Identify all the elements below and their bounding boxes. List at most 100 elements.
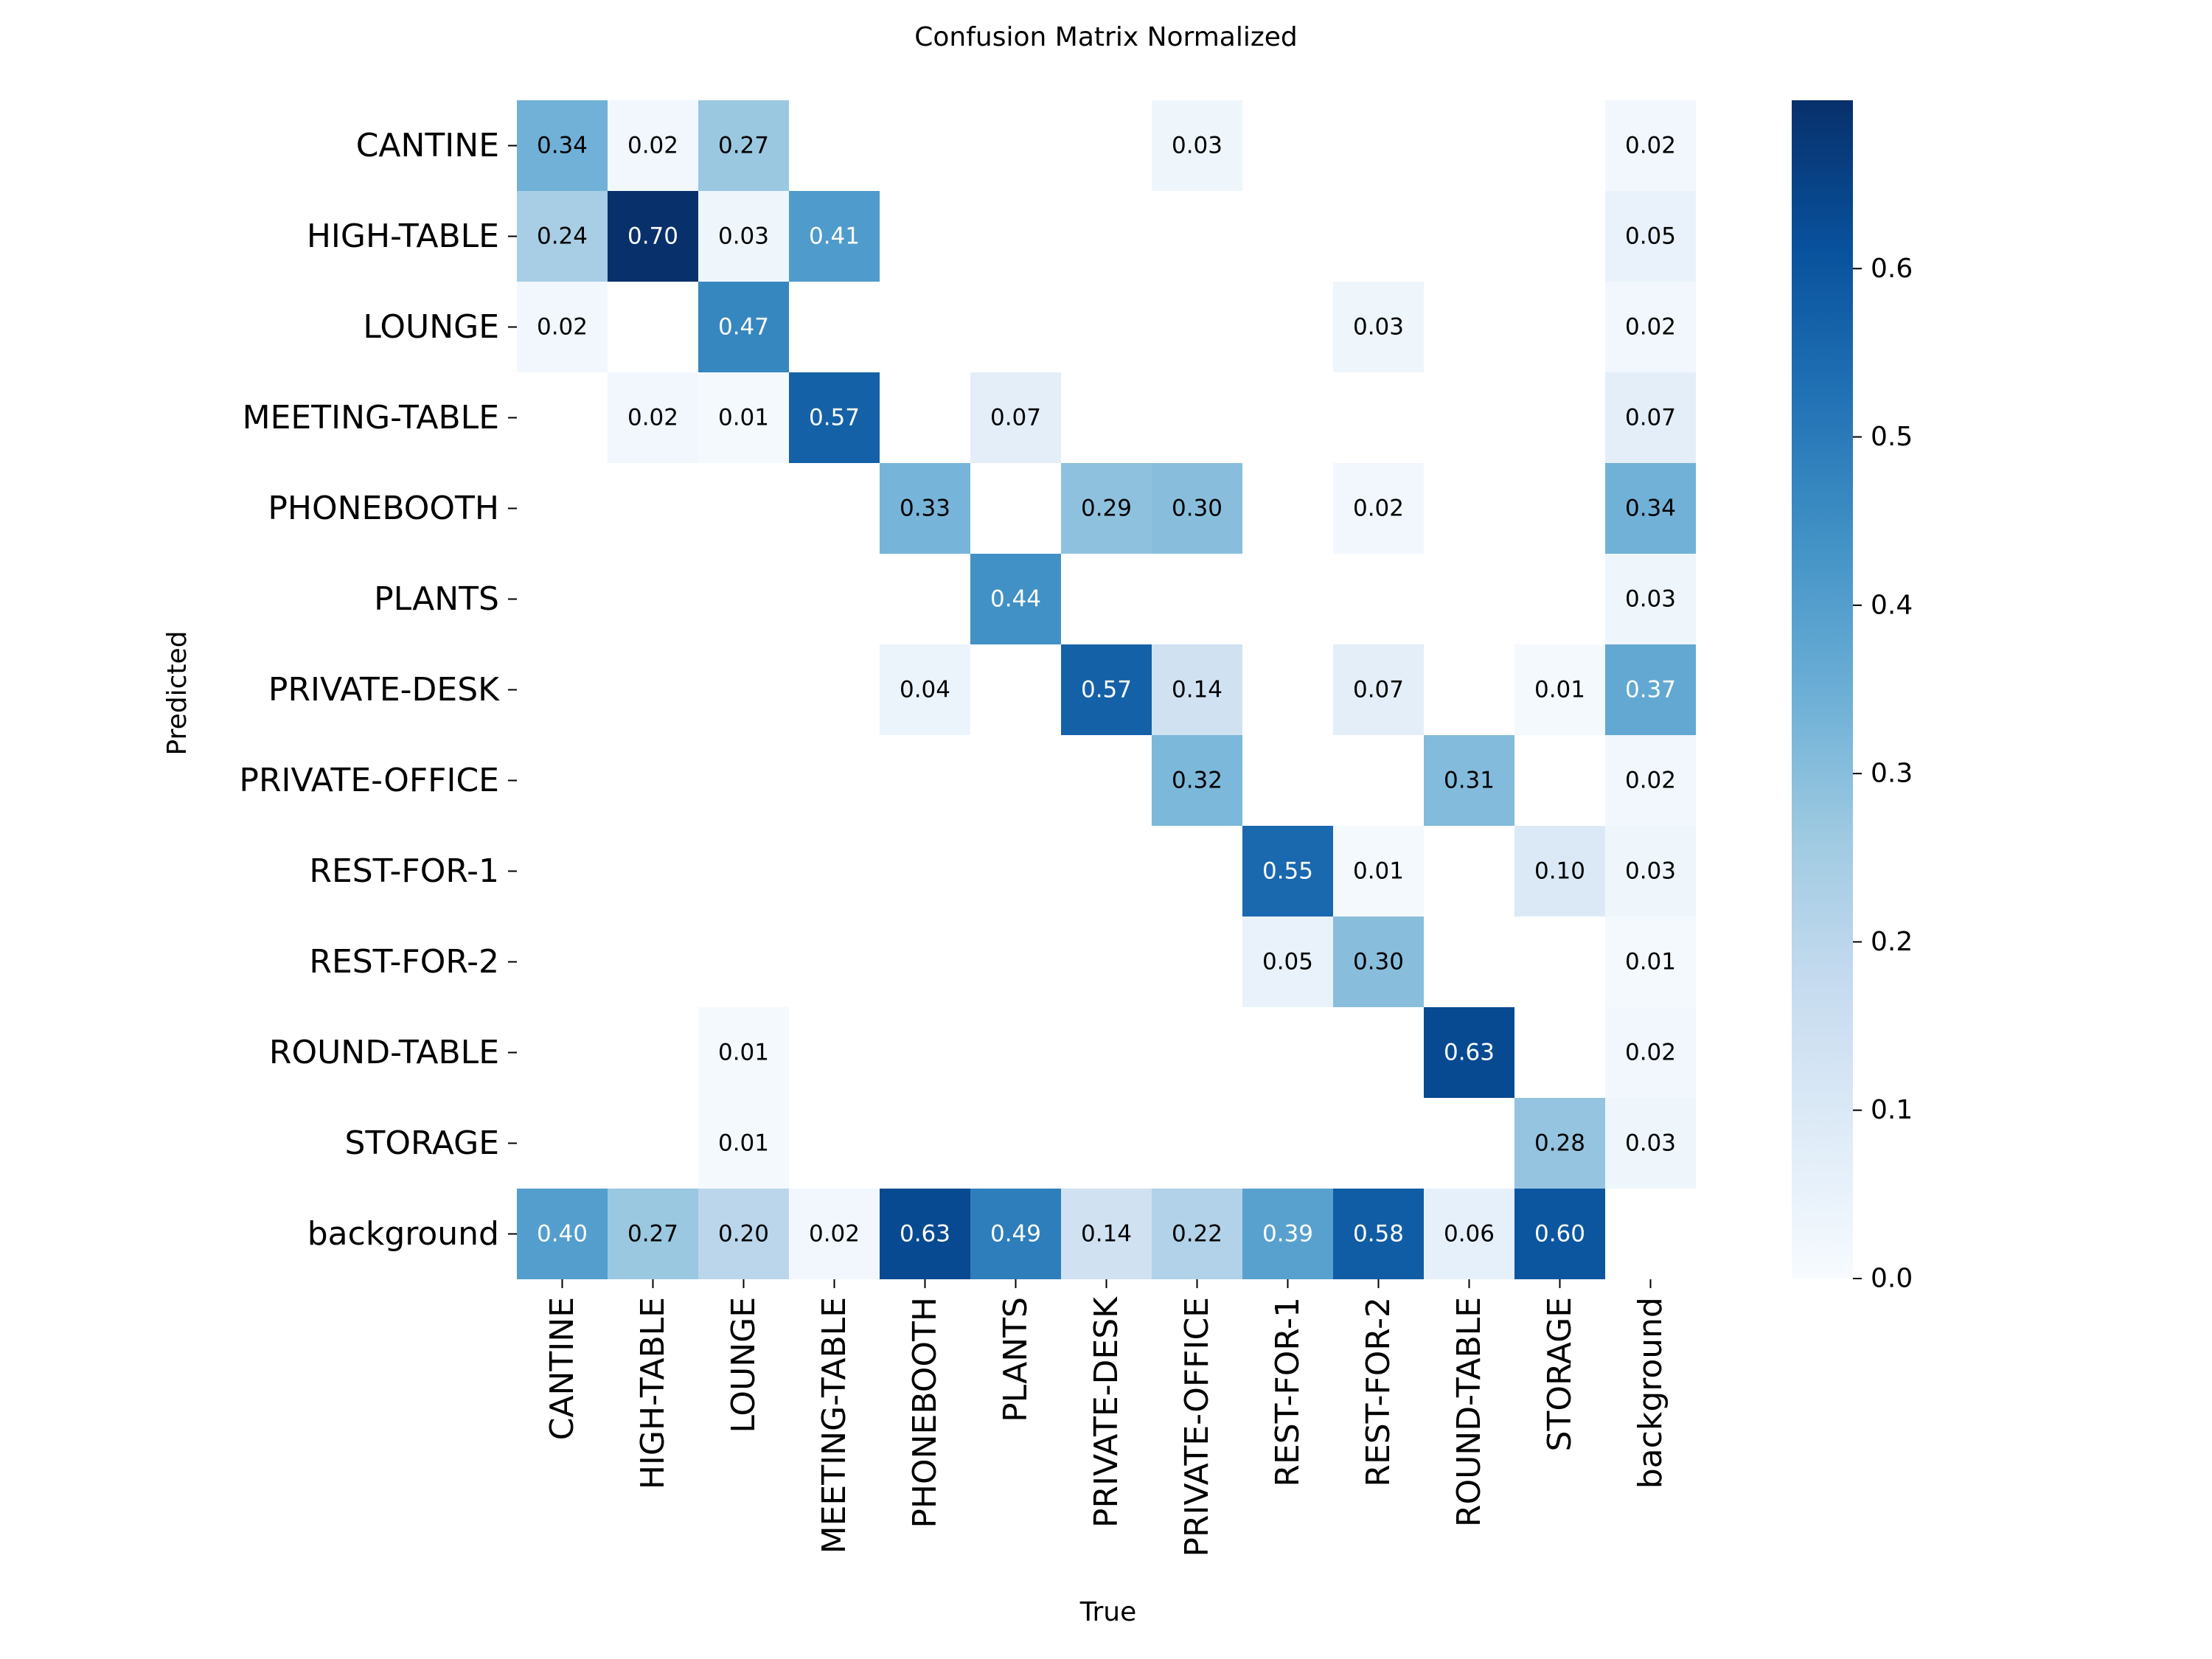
cell-value-label: 0.34 xyxy=(537,133,588,159)
row-tick-label: REST-FOR-1 xyxy=(309,852,499,890)
heatmap-cell xyxy=(1242,1189,1333,1279)
column-tick-label: PLANTS xyxy=(997,1297,1034,1422)
cell-value-label: 0.01 xyxy=(718,405,769,431)
cell-value-label: 0.02 xyxy=(1625,768,1676,794)
cell-value-label: 0.03 xyxy=(1172,133,1222,159)
row-tick-label: PRIVATE-OFFICE xyxy=(239,762,499,799)
cell-value-label: 0.47 xyxy=(718,314,769,341)
colorbar-ticks: 0.0 0.1 0.2 0.3 0.4 0.5 0.6 xyxy=(1853,254,1913,1294)
colorbar-tick-label: 0.6 xyxy=(1871,254,1913,284)
heatmap-cell xyxy=(1061,463,1152,554)
heatmap-cell xyxy=(608,372,698,463)
heatmap-cell xyxy=(1061,1189,1152,1279)
x-axis-label: True xyxy=(1079,1597,1136,1627)
heatmap-cell xyxy=(1152,463,1242,554)
heatmap-cell xyxy=(517,1189,608,1279)
cell-value-label: 0.34 xyxy=(1625,495,1676,522)
cell-value-label: 0.01 xyxy=(1534,677,1585,703)
column-tick-label: CANTINE xyxy=(543,1297,581,1440)
heatmap-cell xyxy=(608,1189,698,1279)
cell-value-label: 0.28 xyxy=(1534,1130,1585,1157)
cell-value-label: 0.58 xyxy=(1353,1221,1404,1248)
column-tick-label: HIGH-TABLE xyxy=(634,1297,672,1489)
cell-value-label: 0.10 xyxy=(1534,858,1585,885)
cell-value-label: 0.02 xyxy=(1353,495,1404,522)
cell-value-label: 0.70 xyxy=(627,223,678,250)
heatmap-cell xyxy=(880,644,970,735)
heatmap-cell xyxy=(1514,1098,1605,1189)
heatmap-cell xyxy=(1424,1189,1514,1279)
heatmap-cell xyxy=(698,1007,789,1098)
heatmap-cell xyxy=(1152,100,1242,191)
cell-value-label: 0.20 xyxy=(718,1221,769,1248)
column-tick-label: REST-FOR-2 xyxy=(1360,1297,1397,1487)
cell-value-label: 0.02 xyxy=(1625,133,1676,159)
colorbar-tick-label: 0.0 xyxy=(1871,1264,1913,1294)
row-tick-label: HIGH-TABLE xyxy=(307,218,499,255)
row-tick-label: MEETING-TABLE xyxy=(243,399,499,437)
heatmap-cell xyxy=(1061,644,1152,735)
cell-value-label: 0.32 xyxy=(1172,768,1222,794)
cell-value-label: 0.14 xyxy=(1081,1221,1132,1248)
heatmap-cell xyxy=(1605,554,1696,644)
heatmap-cell xyxy=(970,1189,1061,1279)
cell-value-label: 0.07 xyxy=(1625,405,1676,431)
cell-value-label: 0.44 xyxy=(990,586,1041,613)
heatmap-grid: 0.34 0.02 0.27 0.03 0.02 0.24 0.70 0.03 0.41 0.05… xyxy=(517,100,1696,1279)
heatmap-cell xyxy=(1605,644,1696,735)
heatmap-cell xyxy=(1605,463,1696,554)
heatmap-cell xyxy=(1605,372,1696,463)
heatmap-cell xyxy=(1605,826,1696,917)
colorbar-gradient xyxy=(1792,100,1853,1279)
cell-value-label: 0.22 xyxy=(1172,1221,1222,1248)
row-tick-label: PLANTS xyxy=(374,580,499,618)
chart-title: Confusion Matrix Normalized xyxy=(914,22,1297,52)
cell-value-label: 0.63 xyxy=(1444,1040,1495,1066)
heatmap-cell xyxy=(608,100,698,191)
cell-value-label: 0.03 xyxy=(1353,314,1404,341)
cell-value-label: 0.39 xyxy=(1262,1221,1313,1248)
column-tick-label: MEETING-TABLE xyxy=(815,1297,853,1554)
column-tick-label: PHONEBOOTH xyxy=(906,1297,944,1528)
row-tick-label: STORAGE xyxy=(345,1124,499,1162)
cell-value-label: 0.63 xyxy=(900,1221,950,1248)
heatmap-cell xyxy=(698,282,789,372)
cell-value-label: 0.02 xyxy=(627,133,678,159)
column-tick-label: ROUND-TABLE xyxy=(1450,1297,1488,1527)
cell-value-label: 0.07 xyxy=(990,405,1041,431)
colorbar-tick-label: 0.5 xyxy=(1871,422,1913,452)
heatmap-cell xyxy=(1605,282,1696,372)
cell-value-label: 0.31 xyxy=(1444,768,1495,794)
heatmap-cell xyxy=(698,100,789,191)
row-tick-label: PHONEBOOTH xyxy=(268,490,499,527)
cell-value-label: 0.03 xyxy=(1625,1130,1676,1157)
column-tick-label: PRIVATE-OFFICE xyxy=(1178,1297,1216,1557)
heatmap-cell xyxy=(1514,644,1605,735)
cell-value-label: 0.07 xyxy=(1353,677,1404,703)
cell-value-label: 0.27 xyxy=(627,1221,678,1248)
heatmap-cell xyxy=(970,372,1061,463)
cell-value-label: 0.40 xyxy=(537,1221,588,1248)
row-tick-label: CANTINE xyxy=(356,127,499,164)
heatmap-cell xyxy=(1605,1098,1696,1189)
heatmap-cell xyxy=(1605,917,1696,1007)
heatmap-cell xyxy=(698,191,789,282)
heatmap-cell xyxy=(880,1189,970,1279)
cell-value-label: 0.02 xyxy=(809,1221,860,1248)
cell-value-label: 0.30 xyxy=(1353,949,1404,975)
heatmap-cell xyxy=(698,1189,789,1279)
column-tick-label: REST-FOR-1 xyxy=(1269,1297,1307,1487)
cell-value-label: 0.37 xyxy=(1625,677,1676,703)
row-tick-label: background xyxy=(307,1215,499,1253)
heatmap-cell xyxy=(1514,826,1605,917)
cell-value-label: 0.14 xyxy=(1172,677,1222,703)
heatmap-cell xyxy=(1514,1189,1605,1279)
heatmap-cell xyxy=(789,191,880,282)
cell-value-label: 0.57 xyxy=(1081,677,1132,703)
cell-value-label: 0.49 xyxy=(990,1221,1041,1248)
cell-value-label: 0.29 xyxy=(1081,495,1132,522)
cell-value-label: 0.06 xyxy=(1444,1221,1495,1248)
cell-value-label: 0.02 xyxy=(1625,314,1676,341)
cell-value-label: 0.01 xyxy=(1625,949,1676,975)
cell-value-label: 0.05 xyxy=(1625,223,1676,250)
